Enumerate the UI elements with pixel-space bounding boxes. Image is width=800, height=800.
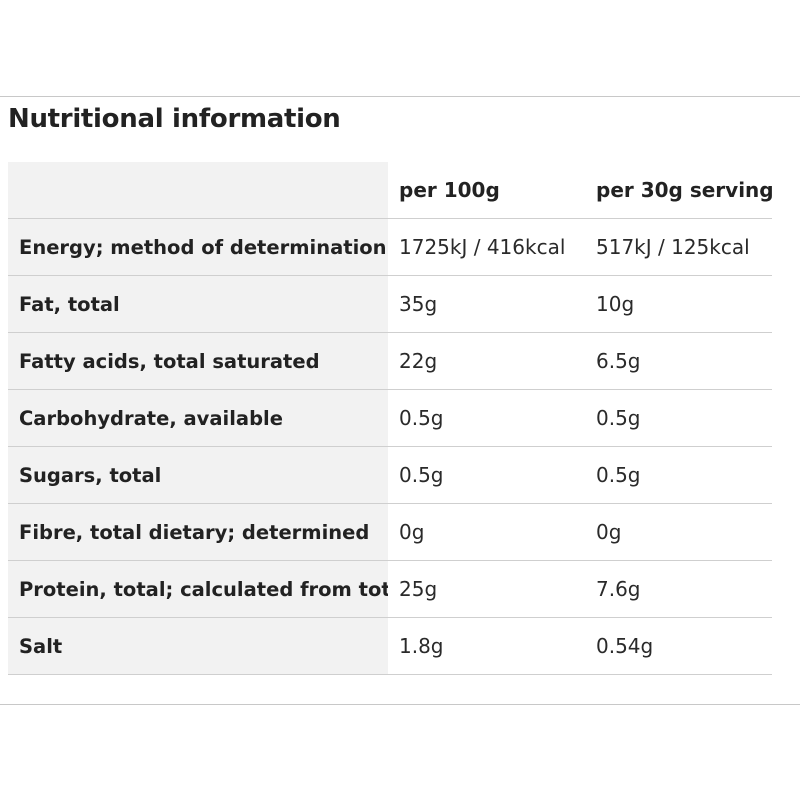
row-value-per-100g: 0.5g [388,446,585,504]
table-row: Fatty acids, total saturated 22g 6.5g [8,332,772,390]
row-label: Protein, total; calculated from total [8,560,388,618]
row-value-per-100g: 22g [388,332,585,390]
row-label: Fat, total [8,275,388,333]
row-value-per-100g: 1.8g [388,617,585,675]
row-value-per-serving: 0g [585,503,772,561]
row-label: Fatty acids, total saturated [8,332,388,390]
row-label: Sugars, total [8,446,388,504]
top-divider [0,96,800,97]
table-row: Carbohydrate, available 0.5g 0.5g [8,389,772,447]
table-row: Sugars, total 0.5g 0.5g [8,446,772,504]
row-value-per-100g: 1725kJ / 416kcal [388,218,585,276]
header-per-100g: per 100g [388,162,585,219]
table-row: Energy; method of determination 1725kJ /… [8,218,772,276]
row-value-per-serving: 0.54g [585,617,772,675]
row-value-per-100g: 35g [388,275,585,333]
nutrition-table: per 100g per 30g serving Energy; method … [8,162,772,675]
table-row: Protein, total; calculated from total 25… [8,560,772,618]
row-label: Fibre, total dietary; determined [8,503,388,561]
row-label: Carbohydrate, available [8,389,388,447]
row-value-per-serving: 10g [585,275,772,333]
table-row: Salt 1.8g 0.54g [8,617,772,675]
row-value-per-serving: 0.5g [585,446,772,504]
page-title: Nutritional information [8,104,341,134]
row-value-per-serving: 517kJ / 125kcal [585,218,772,276]
row-value-per-serving: 0.5g [585,389,772,447]
table-row: Fat, total 35g 10g [8,275,772,333]
row-label: Salt [8,617,388,675]
row-value-per-100g: 25g [388,560,585,618]
header-per-serving: per 30g serving [585,162,772,219]
table-header-row: per 100g per 30g serving [8,162,772,219]
row-value-per-serving: 6.5g [585,332,772,390]
row-value-per-100g: 0.5g [388,389,585,447]
header-label-column [8,162,388,219]
row-value-per-serving: 7.6g [585,560,772,618]
row-value-per-100g: 0g [388,503,585,561]
table-row: Fibre, total dietary; determined 0g 0g [8,503,772,561]
row-label: Energy; method of determination [8,218,388,276]
bottom-divider [0,704,800,705]
